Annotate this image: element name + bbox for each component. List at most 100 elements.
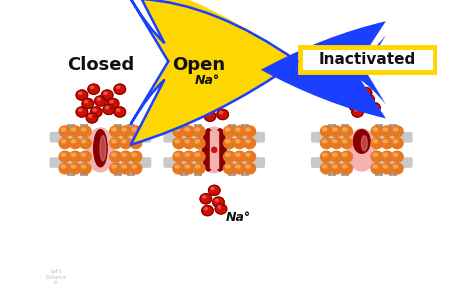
Ellipse shape <box>343 165 347 168</box>
Ellipse shape <box>369 103 380 113</box>
Ellipse shape <box>343 96 346 99</box>
Ellipse shape <box>330 163 342 174</box>
Ellipse shape <box>112 140 116 143</box>
Ellipse shape <box>71 128 76 131</box>
Ellipse shape <box>224 163 235 174</box>
Ellipse shape <box>130 163 142 174</box>
Ellipse shape <box>354 109 357 111</box>
Ellipse shape <box>352 107 363 117</box>
Ellipse shape <box>175 165 179 168</box>
Ellipse shape <box>61 128 65 131</box>
FancyBboxPatch shape <box>50 158 151 167</box>
Text: Open: Open <box>173 56 226 74</box>
Ellipse shape <box>246 140 250 143</box>
Ellipse shape <box>371 151 383 162</box>
Ellipse shape <box>353 130 370 153</box>
Ellipse shape <box>343 153 347 156</box>
Ellipse shape <box>117 86 120 88</box>
Ellipse shape <box>322 153 327 156</box>
Ellipse shape <box>175 128 179 131</box>
Ellipse shape <box>101 90 113 100</box>
Ellipse shape <box>79 109 82 111</box>
Ellipse shape <box>193 138 205 149</box>
Ellipse shape <box>120 151 132 162</box>
Ellipse shape <box>373 128 377 131</box>
FancyBboxPatch shape <box>311 158 412 167</box>
Ellipse shape <box>200 194 211 204</box>
Ellipse shape <box>391 138 403 149</box>
Ellipse shape <box>333 128 337 131</box>
Ellipse shape <box>365 96 368 99</box>
Ellipse shape <box>236 140 240 143</box>
Ellipse shape <box>122 153 126 156</box>
Ellipse shape <box>112 165 116 168</box>
Ellipse shape <box>95 96 106 106</box>
Ellipse shape <box>330 126 342 137</box>
Ellipse shape <box>393 153 398 156</box>
Ellipse shape <box>219 111 223 114</box>
Ellipse shape <box>195 140 200 143</box>
Ellipse shape <box>217 110 228 120</box>
Ellipse shape <box>79 126 91 137</box>
Ellipse shape <box>215 199 219 201</box>
Ellipse shape <box>59 163 71 174</box>
Ellipse shape <box>79 138 91 149</box>
Ellipse shape <box>212 147 217 152</box>
Ellipse shape <box>173 126 185 137</box>
Ellipse shape <box>183 138 195 149</box>
Ellipse shape <box>207 113 210 116</box>
Ellipse shape <box>89 115 92 117</box>
Ellipse shape <box>195 128 200 131</box>
Ellipse shape <box>59 126 71 137</box>
Ellipse shape <box>383 140 388 143</box>
Text: Inactivated: Inactivated <box>319 52 416 67</box>
Ellipse shape <box>322 128 327 131</box>
Ellipse shape <box>371 105 374 107</box>
Ellipse shape <box>173 151 185 162</box>
Ellipse shape <box>381 138 393 149</box>
Text: Na°: Na° <box>195 74 220 87</box>
Ellipse shape <box>59 151 71 162</box>
Ellipse shape <box>122 140 126 143</box>
Ellipse shape <box>132 153 137 156</box>
Ellipse shape <box>82 128 86 131</box>
Ellipse shape <box>185 153 190 156</box>
Ellipse shape <box>173 163 185 174</box>
Ellipse shape <box>69 163 81 174</box>
Ellipse shape <box>71 140 76 143</box>
Ellipse shape <box>195 153 200 156</box>
Ellipse shape <box>79 151 91 162</box>
Ellipse shape <box>94 130 107 167</box>
Ellipse shape <box>330 151 342 162</box>
Ellipse shape <box>244 163 255 174</box>
Ellipse shape <box>215 100 219 103</box>
Ellipse shape <box>200 104 211 114</box>
Ellipse shape <box>211 187 214 190</box>
Ellipse shape <box>322 165 327 168</box>
Ellipse shape <box>341 138 353 149</box>
FancyBboxPatch shape <box>50 133 151 142</box>
Ellipse shape <box>61 165 65 168</box>
Ellipse shape <box>343 140 347 143</box>
Ellipse shape <box>244 138 255 149</box>
Ellipse shape <box>218 206 221 208</box>
Ellipse shape <box>213 197 224 207</box>
Ellipse shape <box>82 99 93 109</box>
Ellipse shape <box>109 126 121 137</box>
Ellipse shape <box>112 153 116 156</box>
Ellipse shape <box>236 153 240 156</box>
Ellipse shape <box>234 126 246 137</box>
Ellipse shape <box>352 103 355 105</box>
Ellipse shape <box>226 128 230 131</box>
Ellipse shape <box>82 153 86 156</box>
Bar <box>210 131 219 168</box>
Ellipse shape <box>393 165 398 168</box>
Ellipse shape <box>193 151 205 162</box>
Ellipse shape <box>330 138 342 149</box>
Ellipse shape <box>202 205 213 216</box>
Ellipse shape <box>130 126 142 137</box>
Ellipse shape <box>185 140 190 143</box>
Ellipse shape <box>333 140 337 143</box>
Ellipse shape <box>120 138 132 149</box>
Ellipse shape <box>373 153 377 156</box>
